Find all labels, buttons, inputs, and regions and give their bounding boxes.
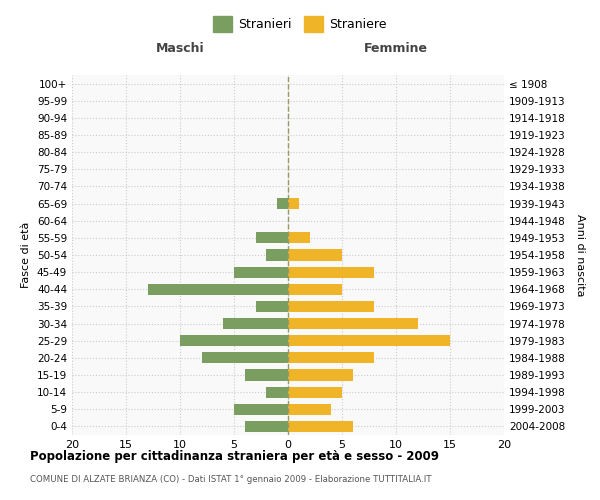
Bar [288,370,353,380]
Bar [277,198,288,209]
Bar [288,386,342,398]
Bar [266,250,288,260]
Bar [288,284,342,295]
Bar [202,352,288,364]
Bar [223,318,288,329]
Bar [148,284,288,295]
Bar [288,335,450,346]
Bar [234,266,288,278]
Y-axis label: Anni di nascita: Anni di nascita [575,214,585,296]
Bar [245,421,288,432]
Bar [288,301,374,312]
Text: Popolazione per cittadinanza straniera per età e sesso - 2009: Popolazione per cittadinanza straniera p… [30,450,439,463]
Y-axis label: Fasce di età: Fasce di età [22,222,31,288]
Legend: Stranieri, Straniere: Stranieri, Straniere [208,11,392,36]
Bar [256,232,288,243]
Bar [288,250,342,260]
Bar [234,404,288,415]
Bar [288,198,299,209]
Bar [288,352,374,364]
Text: Maschi: Maschi [155,42,205,55]
Bar [180,335,288,346]
Bar [288,266,374,278]
Bar [288,404,331,415]
Text: COMUNE DI ALZATE BRIANZA (CO) - Dati ISTAT 1° gennaio 2009 - Elaborazione TUTTIT: COMUNE DI ALZATE BRIANZA (CO) - Dati IST… [30,475,431,484]
Text: Femmine: Femmine [364,42,428,55]
Bar [256,301,288,312]
Bar [266,386,288,398]
Bar [245,370,288,380]
Bar [288,232,310,243]
Bar [288,318,418,329]
Bar [288,421,353,432]
